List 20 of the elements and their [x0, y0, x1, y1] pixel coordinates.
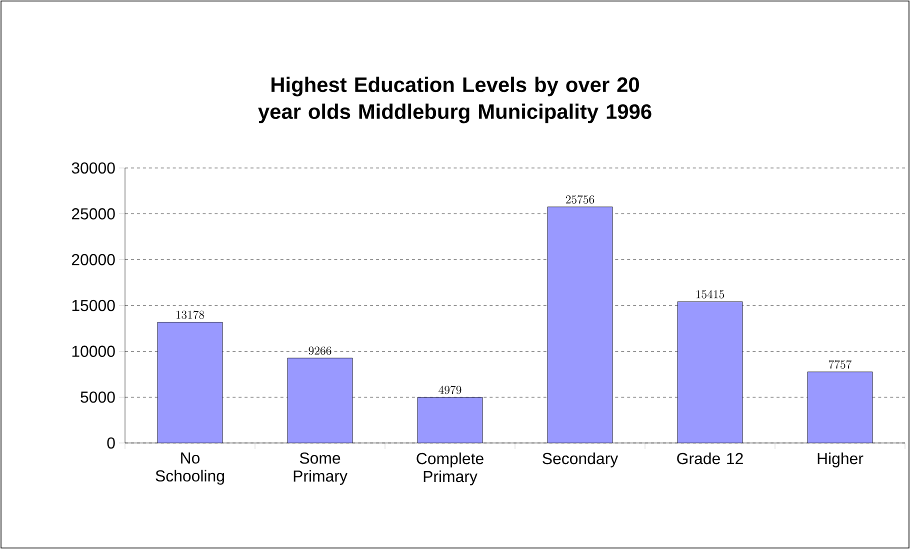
x-tick-label: Higher: [818, 452, 864, 468]
x-tick-label: Some Primary: [294, 452, 348, 485]
data-label: 4979: [438, 386, 462, 394]
data-label: 7757: [828, 360, 852, 369]
data-label: 15415: [696, 290, 724, 298]
x-tick-label: Secondary: [542, 452, 618, 468]
x-tick-label: No Schooling: [156, 452, 224, 485]
x-tick-label: Grade 12: [677, 452, 743, 464]
data-label: 9266: [308, 346, 332, 355]
y-tick-label: 15000: [72, 300, 115, 312]
y-tick-label: 5000: [80, 392, 115, 403]
data-label: 25756: [566, 195, 594, 204]
data-label: 13178: [176, 310, 204, 319]
y-tick-label: 10000: [72, 346, 115, 357]
chart-title: Highest Education Levels by over 20 year olds Middleburg Municipality 1996: [258, 76, 652, 124]
x-tick-label: Complete Primary: [416, 452, 484, 486]
y-tick-label: 20000: [72, 254, 115, 266]
y-tick-label: 25000: [72, 208, 115, 220]
y-tick-label: 0: [107, 437, 115, 449]
y-tick-label: 30000: [72, 162, 115, 174]
